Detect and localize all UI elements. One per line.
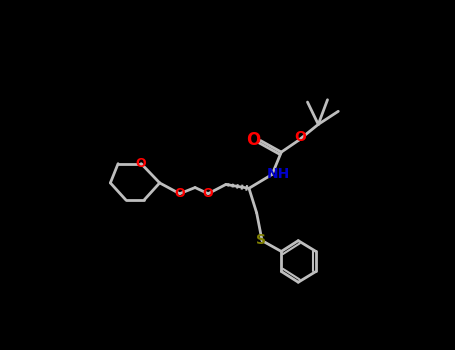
Text: O: O	[294, 131, 306, 145]
Text: O: O	[174, 187, 185, 200]
Text: O: O	[203, 187, 213, 200]
Text: NH: NH	[267, 167, 290, 181]
Text: O: O	[246, 131, 260, 149]
Text: O: O	[136, 157, 147, 170]
Text: S: S	[256, 233, 266, 247]
